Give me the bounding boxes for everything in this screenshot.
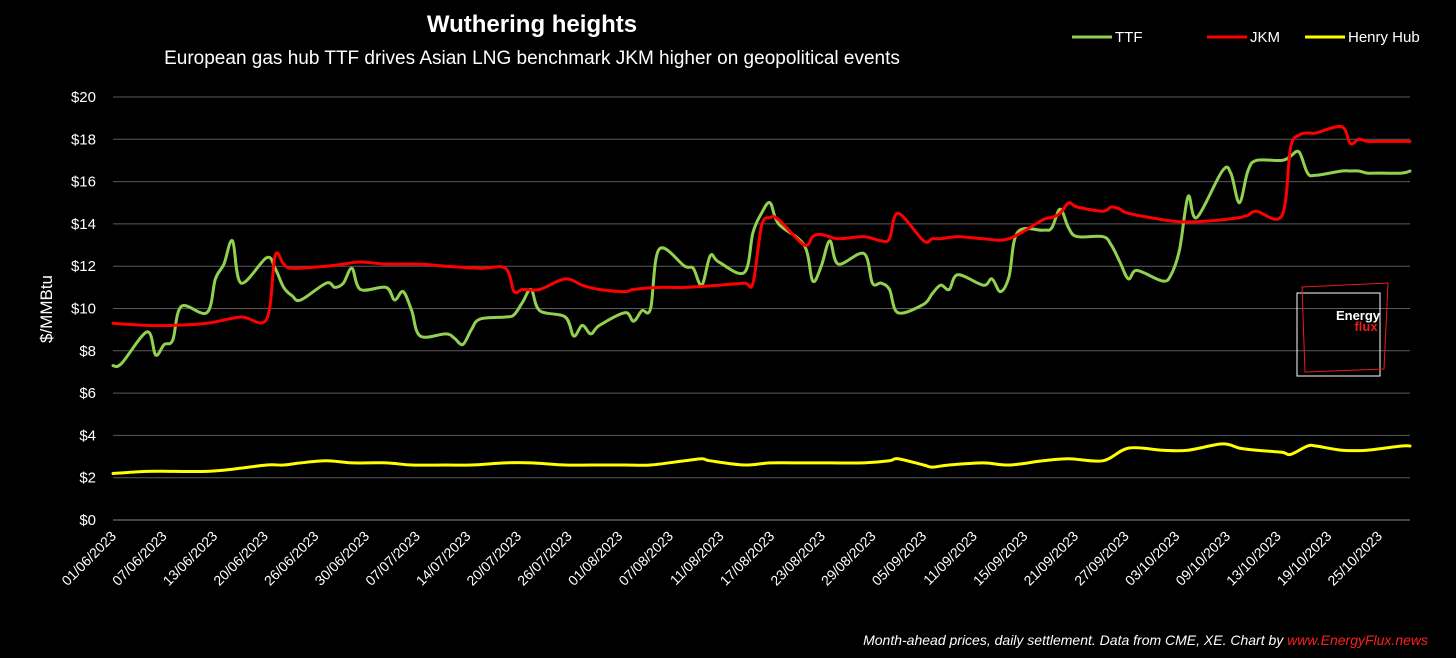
y-tick-label: $4 — [79, 427, 96, 444]
legend-label-jkm: JKM — [1250, 29, 1280, 46]
legend-label-ttf: TTF — [1115, 29, 1143, 46]
y-tick-label: $14 — [71, 216, 96, 233]
y-tick-label: $6 — [79, 385, 96, 402]
chart-subtitle: European gas hub TTF drives Asian LNG be… — [164, 48, 900, 69]
y-tick-label: $0 — [79, 512, 96, 529]
series-line-jkm — [111, 124, 1412, 328]
y-tick-label: $16 — [71, 174, 96, 191]
chart-title: Wuthering heights — [427, 11, 637, 38]
series-line-ttf — [111, 149, 1412, 369]
y-tick-label: $10 — [71, 301, 96, 318]
y-tick-label: $2 — [79, 470, 96, 487]
logo-text-flux: flux — [1354, 319, 1378, 334]
legend: TTF JKM Henry Hub — [1072, 29, 1420, 46]
series-line-henry-hub — [111, 442, 1412, 475]
energyflux-logo: Energy flux — [1296, 282, 1389, 377]
logo-frame-white — [1296, 292, 1381, 377]
y-tick-label: $20 — [71, 89, 96, 106]
footer-link[interactable]: www.EnergyFlux.news — [1287, 632, 1428, 648]
y-axis-ticks: $0 $2 $4 $6 $8 $10 $12 $14 $16 $18 $20 — [71, 89, 96, 529]
logo-frame-red — [1301, 282, 1389, 373]
legend-label-henry-hub: Henry Hub — [1348, 29, 1420, 46]
series-lines — [111, 124, 1412, 475]
y-tick-label: $8 — [79, 343, 96, 360]
y-tick-label: $18 — [71, 131, 96, 148]
grid — [113, 96, 1410, 521]
logo-text-energy: Energy — [1336, 308, 1381, 323]
footer-source: Month-ahead prices, daily settlement. Da… — [863, 632, 1428, 648]
y-tick-label: $12 — [71, 258, 96, 275]
y-axis-label: $/MMBtu — [37, 275, 56, 343]
footer-text: Month-ahead prices, daily settlement. Da… — [863, 632, 1287, 648]
